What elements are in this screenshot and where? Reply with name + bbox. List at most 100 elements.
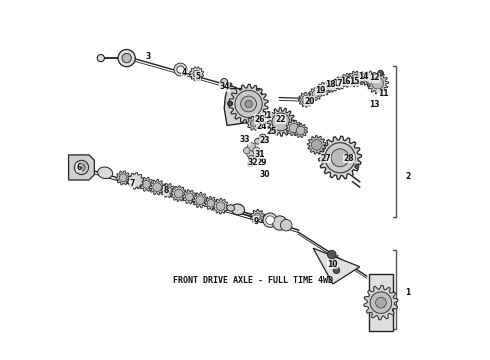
Circle shape (153, 183, 162, 192)
Polygon shape (190, 67, 204, 81)
Polygon shape (192, 192, 208, 208)
Polygon shape (128, 173, 144, 189)
Polygon shape (309, 87, 322, 100)
Circle shape (311, 139, 322, 150)
Polygon shape (139, 177, 153, 191)
Text: 22: 22 (275, 114, 286, 123)
Polygon shape (341, 73, 354, 87)
Text: 29: 29 (257, 158, 267, 167)
Polygon shape (294, 123, 308, 138)
Circle shape (241, 96, 256, 112)
Text: 1: 1 (406, 288, 411, 297)
Text: 16: 16 (340, 77, 351, 86)
Circle shape (365, 75, 374, 83)
Text: 9: 9 (253, 217, 258, 226)
Polygon shape (116, 171, 130, 185)
Text: 26: 26 (254, 114, 265, 123)
Circle shape (333, 267, 340, 274)
Text: 18: 18 (325, 81, 336, 90)
Circle shape (375, 297, 386, 308)
Circle shape (327, 250, 336, 259)
Circle shape (248, 155, 255, 162)
Circle shape (372, 77, 384, 89)
Circle shape (329, 83, 336, 89)
Text: 27: 27 (320, 154, 331, 163)
Circle shape (272, 216, 287, 230)
Circle shape (331, 259, 337, 266)
Polygon shape (364, 285, 398, 320)
Text: 6: 6 (77, 163, 82, 172)
Ellipse shape (98, 167, 113, 179)
Circle shape (343, 77, 351, 84)
Polygon shape (333, 77, 346, 90)
Text: 34: 34 (220, 82, 230, 91)
Circle shape (266, 216, 274, 225)
Polygon shape (182, 190, 196, 204)
Circle shape (296, 126, 305, 135)
Circle shape (253, 147, 260, 154)
Text: 25: 25 (267, 127, 277, 136)
Polygon shape (298, 92, 314, 107)
Polygon shape (224, 89, 262, 126)
Text: 23: 23 (260, 136, 270, 145)
Polygon shape (368, 274, 393, 331)
Polygon shape (313, 248, 360, 284)
Text: 17: 17 (332, 79, 343, 88)
Circle shape (228, 83, 232, 87)
Text: 28: 28 (343, 154, 354, 163)
Circle shape (250, 120, 258, 127)
Circle shape (119, 174, 127, 182)
Circle shape (259, 134, 267, 142)
Circle shape (78, 164, 85, 171)
Circle shape (331, 149, 349, 167)
Circle shape (254, 213, 261, 220)
Circle shape (312, 90, 319, 98)
Polygon shape (171, 186, 187, 202)
Text: 33: 33 (240, 135, 250, 144)
Polygon shape (127, 172, 144, 189)
Text: 5: 5 (196, 72, 201, 81)
Text: 30: 30 (260, 170, 270, 179)
Polygon shape (317, 82, 331, 96)
Circle shape (351, 75, 360, 83)
Circle shape (336, 80, 343, 87)
Polygon shape (318, 136, 362, 179)
Ellipse shape (231, 204, 245, 215)
Circle shape (207, 199, 215, 207)
Text: 21: 21 (261, 111, 272, 120)
Polygon shape (367, 72, 389, 94)
Circle shape (272, 113, 290, 131)
Polygon shape (286, 120, 301, 136)
Circle shape (289, 123, 298, 133)
Text: 12: 12 (369, 73, 380, 82)
Text: 32: 32 (247, 158, 258, 167)
Text: 2: 2 (406, 172, 411, 181)
Polygon shape (356, 71, 368, 84)
Polygon shape (267, 108, 295, 136)
Circle shape (186, 193, 194, 201)
Polygon shape (307, 135, 326, 154)
Circle shape (247, 161, 253, 167)
Polygon shape (348, 71, 363, 87)
Circle shape (74, 160, 89, 175)
Circle shape (263, 213, 277, 227)
Text: 19: 19 (315, 86, 325, 95)
Circle shape (235, 90, 262, 118)
Circle shape (252, 157, 259, 165)
Circle shape (118, 49, 135, 67)
Text: 7: 7 (129, 179, 135, 188)
Circle shape (244, 147, 250, 154)
Circle shape (247, 150, 254, 158)
Ellipse shape (227, 205, 235, 211)
Circle shape (247, 143, 256, 151)
Polygon shape (247, 116, 261, 130)
Circle shape (177, 66, 184, 73)
Circle shape (174, 63, 187, 76)
Text: 11: 11 (378, 89, 388, 98)
Text: 10: 10 (328, 260, 338, 269)
Text: FRONT DRIVE AXLE - FULL TIME 4WD: FRONT DRIVE AXLE - FULL TIME 4WD (173, 276, 333, 285)
Circle shape (370, 292, 392, 314)
Circle shape (174, 189, 183, 198)
Circle shape (302, 95, 310, 104)
Circle shape (355, 164, 359, 168)
